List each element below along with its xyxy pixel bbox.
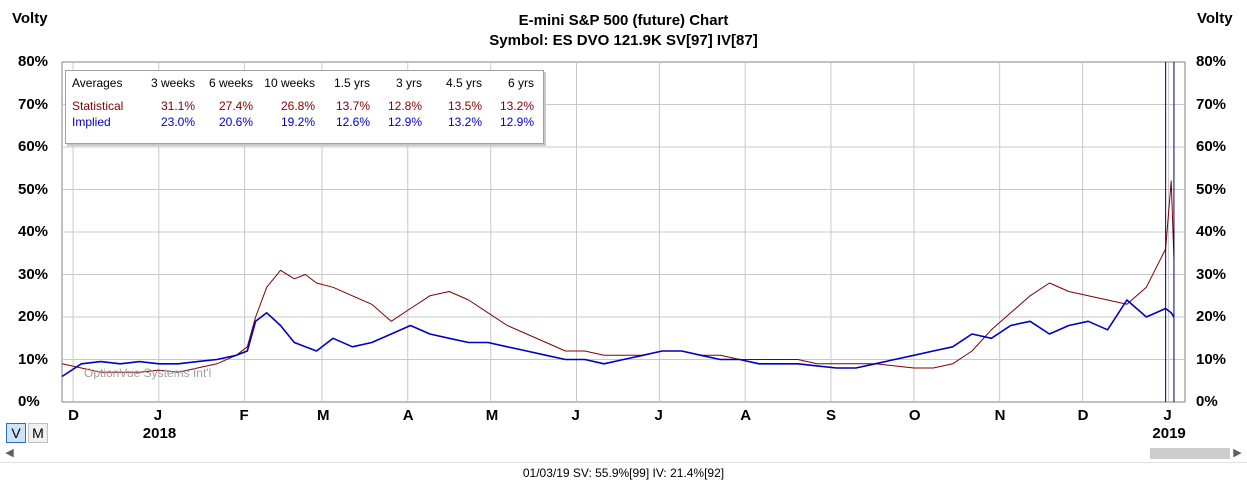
m-mode-button[interactable]: M [28, 423, 48, 443]
scroll-left-icon[interactable]: ◀ [5, 447, 14, 459]
x-tick-label: D [68, 407, 79, 424]
table-cell: 13.7% [335, 99, 370, 113]
table-cell: 31.1% [160, 99, 195, 113]
header-cell: 3 weeks [150, 76, 195, 90]
y-tick-label: 80% [1196, 53, 1227, 70]
x-year-label: 2019 [1152, 425, 1186, 442]
x-tick-label: A [402, 407, 414, 424]
row-label: Implied [72, 115, 111, 129]
scroll-thumb[interactable] [1150, 448, 1230, 459]
y-tick-label: 40% [18, 223, 49, 240]
averages-header-row: Averages 3 weeks 6 weeks 10 weeks 1.5 yr… [72, 75, 534, 91]
chart-title: E-mini S&P 500 (future) Chart [518, 12, 729, 29]
header-cell: 3 yrs [395, 76, 422, 90]
row-label: Statistical [72, 99, 124, 113]
x-tick-label: O [908, 407, 921, 424]
x-tick-label: D [1077, 407, 1089, 424]
header-cell: 10 weeks [264, 76, 315, 90]
left-axis-label: Volty [12, 10, 48, 27]
header-cell: 6 weeks [208, 76, 253, 90]
chart-subtitle: Symbol: ES DVO 121.9K SV[97] IV[87] [489, 32, 758, 49]
y-tick-label: 60% [18, 138, 49, 155]
table-cell: 23.0% [160, 115, 195, 129]
table-cell: 12.6% [335, 115, 370, 129]
table-cell: 19.2% [280, 115, 315, 129]
averages-table: Averages 3 weeks 6 weeks 10 weeks 1.5 yr… [65, 70, 544, 144]
watermark: OptionVue Systems Int'l [84, 366, 212, 380]
header-cell: Averages [72, 76, 123, 90]
horizontal-scrollbar[interactable]: ◀ ▶ [0, 446, 1247, 461]
statistical-series-line [61, 180, 1175, 373]
y-tick-label: 50% [18, 180, 49, 198]
scroll-right-icon[interactable]: ▶ [1233, 447, 1242, 459]
table-cell: 13.5% [447, 99, 482, 113]
y-tick-label: 70% [18, 95, 49, 113]
x-tick-label: J [571, 407, 580, 424]
x-year-label: 2018 [142, 425, 177, 442]
x-tick-label: M [317, 407, 330, 424]
table-cell: 12.8% [387, 99, 422, 113]
y-tick-label: 60% [1196, 138, 1227, 155]
implied-row: Implied 23.0% 20.6% 19.2% 12.6% 12.9% 13… [72, 114, 534, 130]
y-tick-label: 80% [18, 53, 49, 70]
y-tick-label: 0% [18, 393, 40, 410]
statistical-row: Statistical 31.1% 27.4% 26.8% 13.7% 12.8… [72, 98, 534, 114]
x-tick-label: A [740, 407, 752, 424]
y-tick-label: 10% [18, 350, 49, 368]
table-cell: 27.4% [218, 99, 253, 113]
y-tick-label: 0% [1196, 393, 1218, 410]
y-tick-label: 50% [1196, 180, 1227, 198]
y-tick-label: 40% [1196, 223, 1227, 240]
x-tick-label: N [994, 407, 1006, 424]
volatility-mode-button[interactable]: V [6, 423, 26, 443]
table-cell: 20.6% [218, 115, 253, 129]
x-tick-label: S [825, 407, 836, 424]
y-tick-label: 30% [1196, 265, 1227, 283]
table-cell: 26.8% [280, 99, 315, 113]
y-tick-label: 30% [18, 265, 49, 283]
y-tick-label: 70% [1196, 95, 1227, 113]
right-axis-label: Volty [1197, 10, 1233, 27]
header-cell: 1.5 yrs [333, 76, 370, 90]
implied-series-line [61, 299, 1175, 378]
header-cell: 4.5 yrs [445, 76, 482, 90]
status-bar: 01/03/19 SV: 55.9%[99] IV: 21.4%[92] [0, 462, 1247, 484]
header-cell: 6 yrs [507, 76, 534, 90]
x-tick-label: J [153, 407, 163, 424]
y-tick-label: 20% [18, 308, 49, 325]
table-cell: 12.9% [387, 115, 422, 129]
y-tick-label: 10% [1196, 350, 1227, 368]
x-tick-label: F [239, 407, 249, 424]
table-cell: 13.2% [447, 115, 482, 129]
x-tick-label: J [1163, 407, 1172, 424]
table-cell: 13.2% [499, 99, 534, 113]
table-cell: 12.9% [499, 115, 534, 129]
x-tick-label: J [654, 407, 663, 424]
y-tick-label: 20% [1196, 308, 1227, 325]
x-tick-label: M [485, 407, 499, 424]
